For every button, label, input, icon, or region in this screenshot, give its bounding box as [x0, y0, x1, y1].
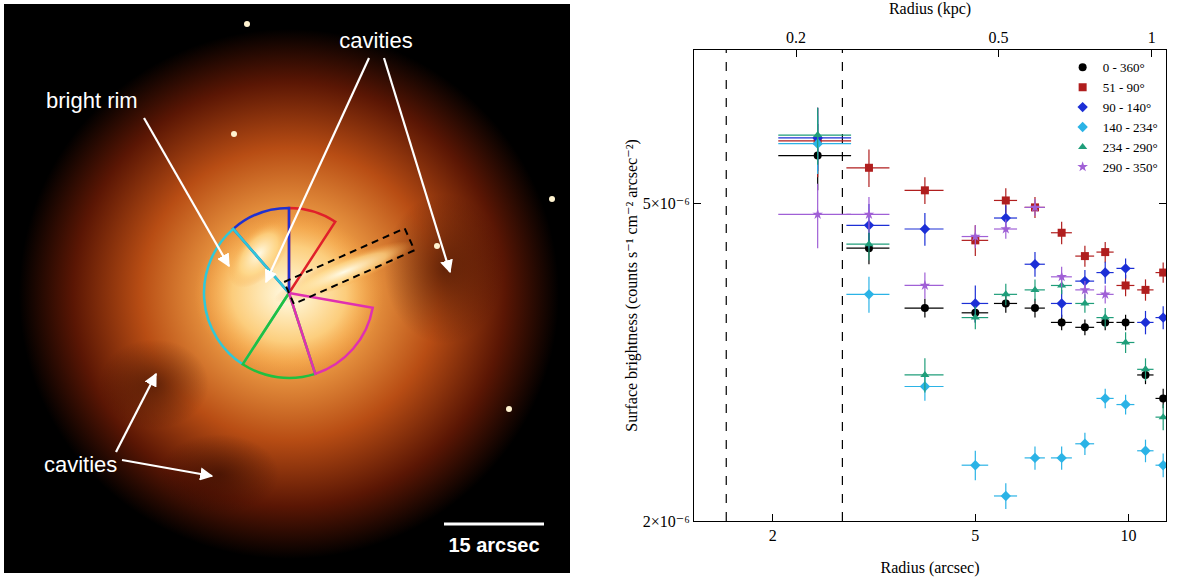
svg-text:0.2: 0.2 — [786, 29, 806, 46]
svg-text:2: 2 — [769, 527, 777, 544]
svg-text:0 - 360°: 0 - 360° — [1103, 60, 1145, 75]
svg-text:Radius (kpc): Radius (kpc) — [889, 0, 971, 18]
svg-text:234 - 290°: 234 - 290° — [1103, 140, 1158, 155]
svg-text:10: 10 — [1120, 527, 1136, 544]
svg-text:15 arcsec: 15 arcsec — [448, 534, 539, 556]
svg-text:140 - 234°: 140 - 234° — [1103, 120, 1158, 135]
svg-text:1: 1 — [1148, 29, 1156, 46]
svg-text:290 - 350°: 290 - 350° — [1103, 160, 1158, 175]
svg-text:2×10⁻⁶: 2×10⁻⁶ — [643, 513, 690, 530]
svg-text:51 - 90°: 51 - 90° — [1103, 80, 1145, 95]
svg-text:0.5: 0.5 — [989, 29, 1009, 46]
svg-text:cavities: cavities — [339, 28, 412, 53]
svg-text:bright rim: bright rim — [46, 88, 138, 113]
svg-text:5×10⁻⁶: 5×10⁻⁶ — [643, 195, 690, 212]
svg-text:5: 5 — [971, 527, 979, 544]
svg-text:90 - 140°: 90 - 140° — [1103, 100, 1152, 115]
svg-text:Radius (arcsec): Radius (arcsec) — [880, 559, 979, 577]
svg-text:Surface brightness (counts s⁻¹: Surface brightness (counts s⁻¹ cm⁻² arcs… — [623, 139, 641, 432]
svg-text:cavities: cavities — [44, 452, 117, 477]
